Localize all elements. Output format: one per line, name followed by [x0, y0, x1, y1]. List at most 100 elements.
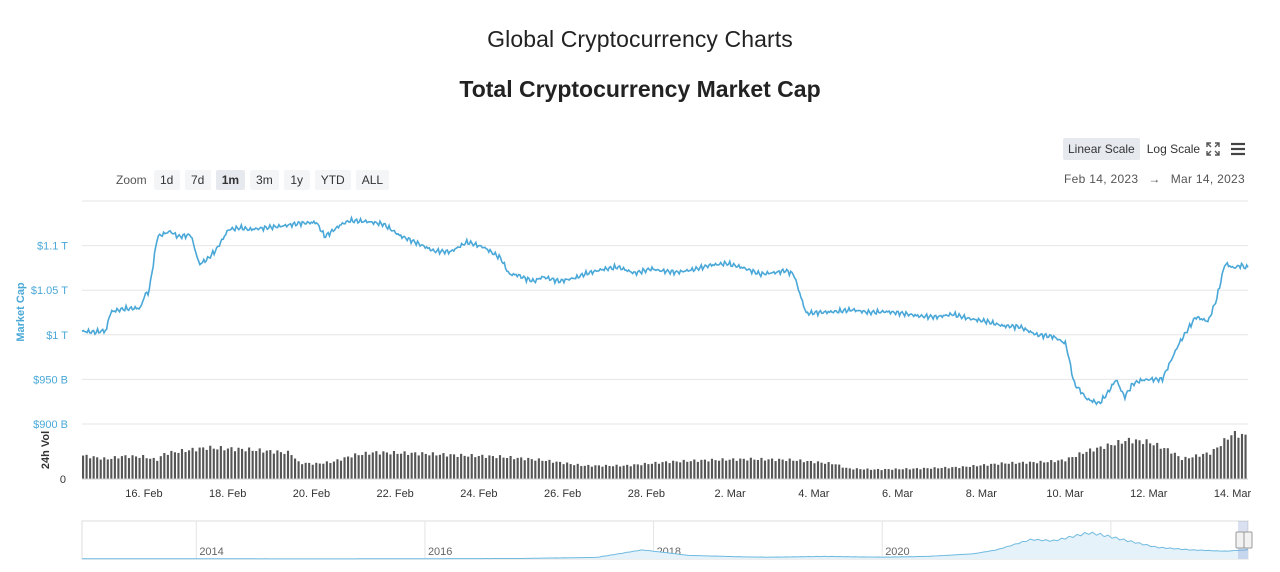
date-range-from[interactable]: Feb 14, 2023: [1064, 172, 1139, 186]
volume-bar: [226, 448, 229, 479]
volume-bar: [357, 455, 360, 479]
volume-bar: [802, 462, 805, 479]
x-tick-label: 6. Mar: [882, 488, 914, 500]
date-range-to[interactable]: Mar 14, 2023: [1170, 172, 1245, 186]
volume-bar: [1124, 441, 1127, 479]
volume-bar: [205, 449, 208, 479]
volume-bar: [456, 456, 459, 479]
y-tick-label: $950 B: [33, 374, 68, 386]
volume-bar: [442, 453, 445, 479]
volume-bar: [1216, 447, 1219, 479]
zoom-all-button[interactable]: ALL: [355, 170, 390, 190]
volume-bar: [919, 469, 922, 479]
volume-bar: [453, 454, 456, 479]
x-tick-label: 2. Mar: [715, 488, 747, 500]
volume-bar: [145, 458, 148, 479]
x-tick-label: 26. Feb: [544, 488, 581, 500]
volume-bar: [1159, 448, 1162, 479]
volume-bar: [901, 469, 904, 479]
volume-bar: [965, 466, 968, 479]
volume-bar: [824, 463, 827, 479]
linear-scale-button[interactable]: Linear Scale: [1063, 138, 1140, 160]
zoom-7d-button[interactable]: 7d: [184, 170, 211, 190]
volume-bar: [96, 457, 99, 479]
volume-bar: [127, 458, 131, 479]
volume-bar: [739, 458, 742, 479]
x-tick-label: 20. Feb: [293, 488, 330, 500]
volume-bar: [693, 459, 696, 479]
y-tick-label: $1 T: [46, 330, 68, 342]
volume-bar: [336, 459, 339, 479]
volume-bar: [1191, 457, 1194, 479]
volume-bar: [597, 465, 600, 479]
volume-bar: [1142, 444, 1145, 479]
volume-bar: [502, 457, 505, 479]
volume-bar: [763, 460, 767, 479]
navigator-handle[interactable]: [1235, 531, 1253, 549]
volume-bar: [113, 456, 116, 479]
volume-bar: [820, 462, 823, 479]
volume-bar: [382, 451, 385, 479]
volume-bar: [742, 458, 745, 479]
volume-bar: [1060, 459, 1063, 479]
volume-bar: [1028, 461, 1032, 479]
volume-bar: [1011, 461, 1014, 479]
volume-bar: [110, 458, 113, 479]
y-tick-label: $900 B: [33, 419, 68, 431]
volume-bar: [1074, 456, 1077, 479]
x-tick-label: 24. Feb: [460, 488, 497, 500]
volume-bar: [774, 461, 777, 479]
scale-toggle: Linear Scale Log Scale: [1063, 138, 1205, 160]
volume-bar: [1071, 457, 1074, 479]
volume-bar: [431, 452, 434, 479]
volume-bar: [255, 451, 258, 479]
volume-bar: [643, 462, 646, 479]
volume-bar: [831, 464, 834, 479]
fullscreen-icon[interactable]: [1205, 141, 1221, 157]
zoom-1m-button[interactable]: 1m: [215, 170, 246, 190]
volume-bar: [131, 455, 134, 479]
volume-bar: [700, 459, 703, 479]
zoom-3m-button[interactable]: 3m: [250, 170, 279, 190]
volume-bar: [142, 455, 145, 479]
volume-bar: [1202, 453, 1205, 479]
volume-bar: [859, 469, 862, 479]
volume-bar: [449, 454, 452, 479]
volume-bar: [463, 455, 466, 479]
zoom-1y-button[interactable]: 1y: [283, 170, 310, 190]
volume-bar: [1110, 445, 1113, 479]
volume-bar: [866, 468, 869, 479]
volume-bar: [371, 452, 374, 479]
volume-bar: [908, 469, 911, 479]
volume-bar: [138, 457, 141, 479]
volume-bar: [467, 456, 470, 479]
volume-bar: [294, 458, 297, 479]
volume-bar: [845, 467, 848, 479]
navigator-tick-label: 2016: [428, 546, 452, 558]
volume-bar: [1198, 456, 1201, 479]
volume-bar: [403, 451, 406, 479]
volume-bar: [1131, 443, 1134, 479]
volume-bar: [149, 458, 152, 479]
volume-bar: [241, 448, 244, 479]
volume-bar: [1113, 445, 1116, 479]
volume-bar: [1230, 435, 1233, 479]
volume-bar: [212, 448, 215, 479]
volume-bar: [937, 468, 940, 479]
volume-bar: [297, 461, 300, 479]
log-scale-button[interactable]: Log Scale: [1146, 142, 1201, 156]
volume-bar: [686, 461, 689, 479]
volume-bar: [1014, 463, 1017, 479]
volume-bar: [555, 461, 558, 479]
navigator[interactable]: 20142016201820202022: [81, 520, 1253, 560]
volume-bar: [1092, 451, 1095, 479]
volume-bar: [799, 459, 802, 479]
volume-bars: [82, 430, 1248, 480]
zoom-1d-button[interactable]: 1d: [153, 170, 180, 190]
volume-bar: [912, 468, 915, 479]
volume-bar: [710, 458, 714, 479]
volume-bar: [375, 451, 378, 479]
zoom-ytd-button[interactable]: YTD: [314, 170, 351, 190]
y-tick-label: $1.1 T: [37, 241, 68, 253]
hamburger-menu-icon[interactable]: [1230, 141, 1246, 157]
